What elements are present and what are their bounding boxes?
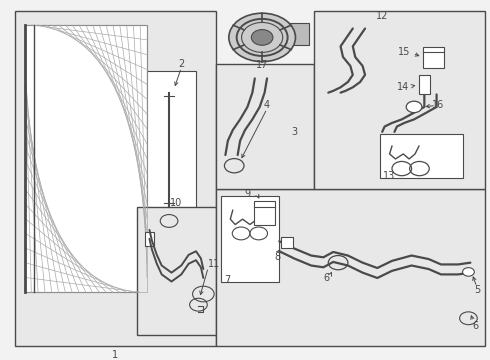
Bar bbox=[314, 11, 485, 189]
Text: 6: 6 bbox=[472, 321, 478, 331]
Text: 13: 13 bbox=[383, 171, 395, 181]
Bar bbox=[220, 196, 279, 282]
Text: 7: 7 bbox=[224, 275, 230, 285]
Bar bbox=[216, 64, 314, 189]
Text: 9: 9 bbox=[245, 189, 250, 199]
Text: 5: 5 bbox=[475, 285, 481, 296]
Bar bbox=[423, 47, 444, 68]
Text: 2: 2 bbox=[178, 59, 184, 69]
Circle shape bbox=[463, 267, 474, 276]
Text: 4: 4 bbox=[264, 100, 270, 110]
Text: 14: 14 bbox=[397, 82, 409, 92]
Circle shape bbox=[406, 101, 422, 113]
Bar bbox=[284, 23, 309, 45]
Bar bbox=[147, 71, 196, 228]
Bar bbox=[380, 134, 463, 178]
Text: 3: 3 bbox=[291, 127, 297, 137]
Text: 6: 6 bbox=[323, 273, 329, 283]
Bar bbox=[419, 75, 430, 94]
Bar bbox=[137, 207, 216, 335]
Bar bbox=[145, 231, 154, 246]
Text: 17: 17 bbox=[256, 60, 269, 70]
Text: 16: 16 bbox=[433, 100, 445, 110]
Bar bbox=[216, 189, 485, 346]
Text: 11: 11 bbox=[208, 259, 220, 269]
Text: 15: 15 bbox=[398, 47, 411, 57]
Text: 1: 1 bbox=[112, 350, 118, 360]
Bar bbox=[281, 237, 293, 248]
Circle shape bbox=[229, 13, 295, 62]
Text: 12: 12 bbox=[376, 11, 389, 21]
Text: 10: 10 bbox=[171, 198, 182, 208]
Bar bbox=[15, 11, 216, 346]
Bar bbox=[254, 201, 275, 225]
Text: 8: 8 bbox=[275, 252, 281, 262]
Circle shape bbox=[251, 30, 273, 45]
Bar bbox=[24, 25, 147, 292]
